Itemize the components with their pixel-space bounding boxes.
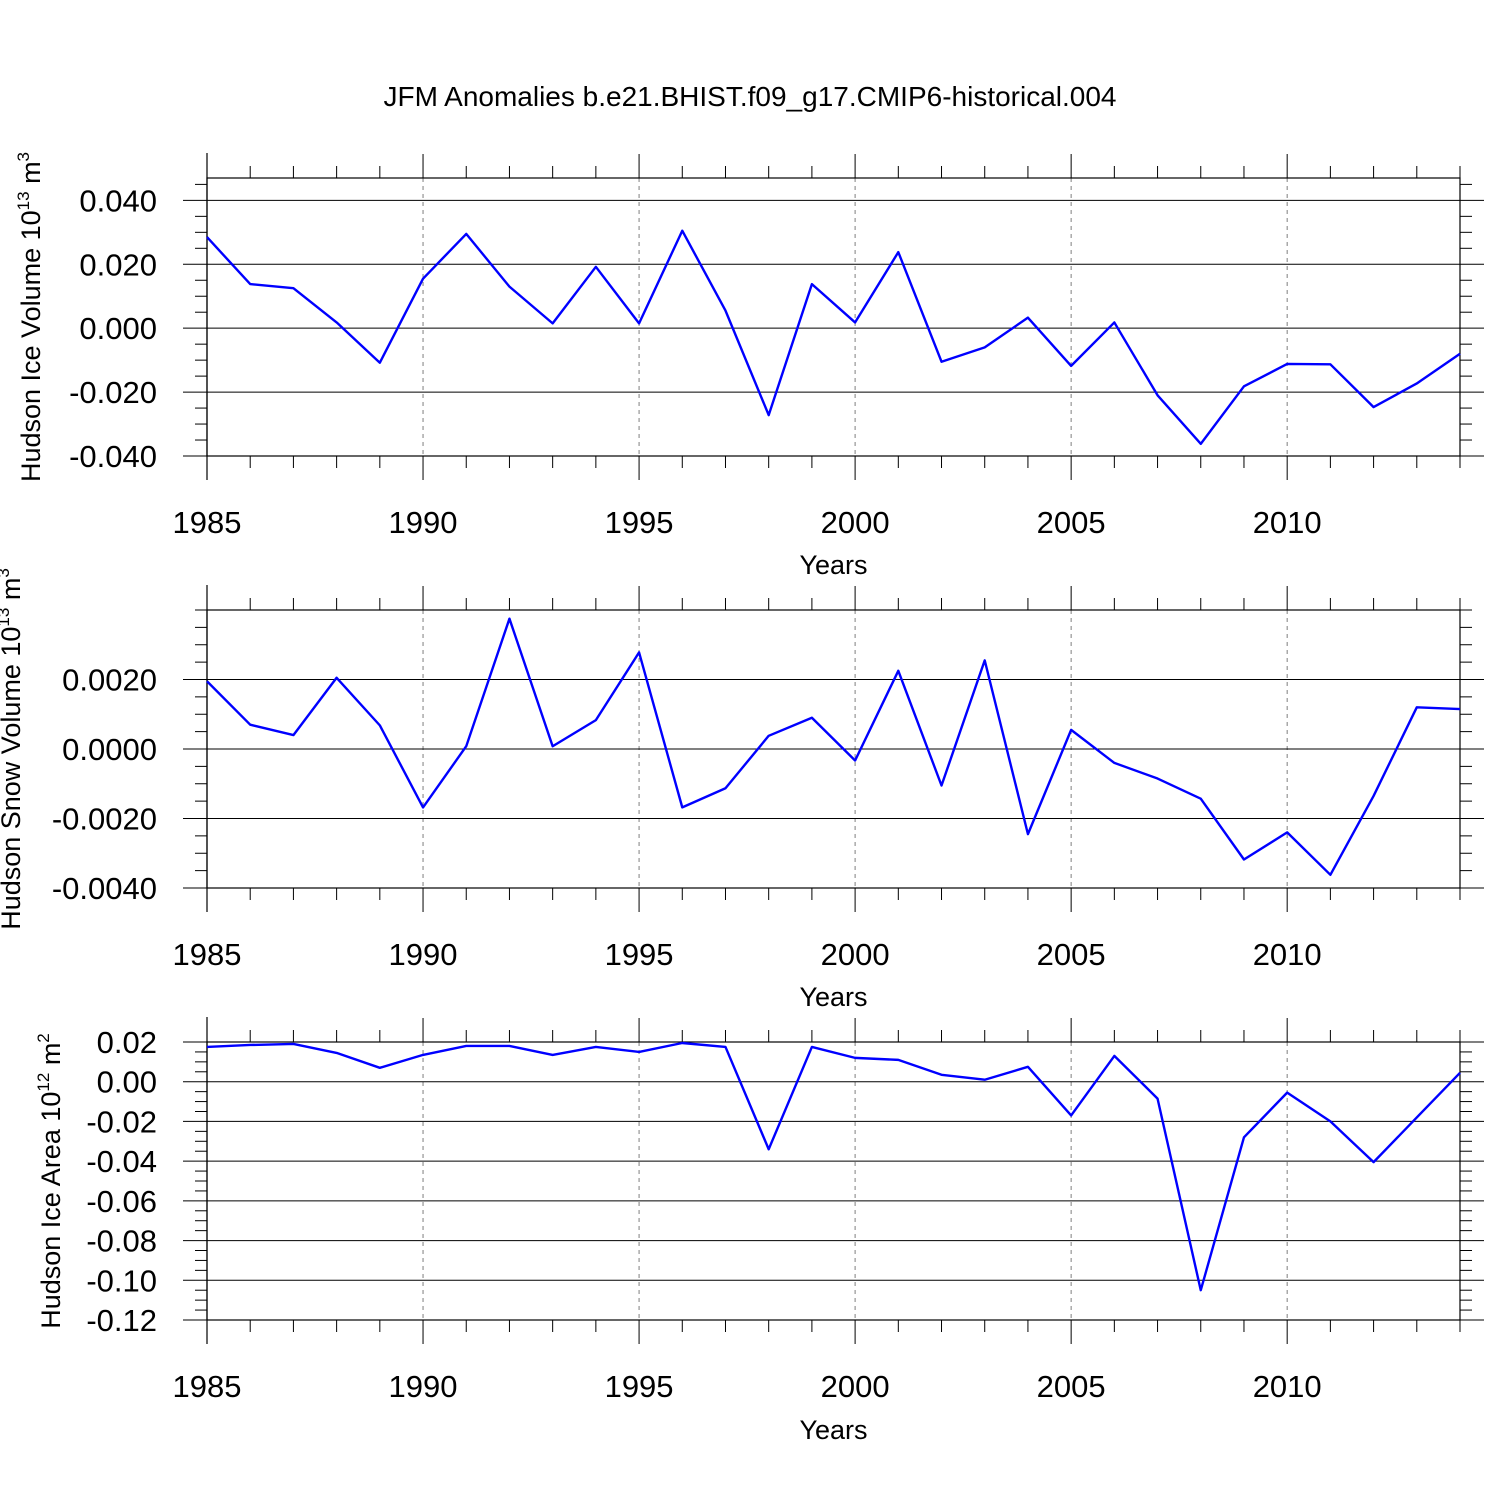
x-tick-label: 2005 <box>1037 937 1106 972</box>
y-tick-label: -0.08 <box>86 1224 157 1259</box>
y-axis-title: Hudson Ice Volume 1013 m3 <box>14 152 46 482</box>
y-tick-label: 0.040 <box>79 183 157 218</box>
y-tick-label: 0.0020 <box>62 663 157 698</box>
x-tick-label: 2005 <box>1037 505 1106 540</box>
chart-title: JFM Anomalies b.e21.BHIST.f09_g17.CMIP6-… <box>383 81 1116 112</box>
y-tick-label: 0.020 <box>79 247 157 282</box>
series-line <box>206 229 1461 446</box>
x-axis-title: Years <box>799 982 867 1012</box>
plot-frame <box>206 1041 1461 1321</box>
y-tick-label: -0.0020 <box>52 802 157 837</box>
x-tick-label: 1990 <box>389 937 458 972</box>
y-tick-label: -0.0040 <box>52 871 157 906</box>
panel-snow-volume: -0.0040 -0.0020 0.0000 0.0020 1985 1990 1995 20… <box>0 568 1484 1012</box>
x-tick-label: 1990 <box>389 1369 458 1404</box>
x-tick-label: 1995 <box>605 1369 674 1404</box>
y-tick-label: -0.04 <box>86 1144 157 1179</box>
x-tick-label: 1995 <box>605 937 674 972</box>
y-tick-label: -0.12 <box>86 1303 157 1338</box>
y-axis-title: Hudson Snow Volume 1013 m3 <box>0 568 26 930</box>
x-tick-label: 1985 <box>173 937 242 972</box>
y-tick-label: -0.10 <box>86 1263 157 1298</box>
y-tick-label: 0.000 <box>79 311 157 346</box>
x-tick-label: 2000 <box>821 505 890 540</box>
x-tick-label: 2000 <box>821 1369 890 1404</box>
x-tick-label: 1985 <box>173 1369 242 1404</box>
x-tick-label: 2010 <box>1253 937 1322 972</box>
y-tick-label: 0.02 <box>97 1025 157 1060</box>
x-tick-label: 1990 <box>389 505 458 540</box>
x-axis-title: Years <box>799 1415 867 1445</box>
y-tick-label: 0.00 <box>97 1065 157 1100</box>
x-tick-label: 2005 <box>1037 1369 1106 1404</box>
y-tick-label: -0.06 <box>86 1184 157 1219</box>
y-tick-label: -0.020 <box>69 375 157 410</box>
series-line <box>206 1041 1461 1292</box>
y-tick-label: 0.0000 <box>62 732 157 767</box>
plot-frame <box>206 177 1461 457</box>
x-tick-label: 2010 <box>1253 505 1322 540</box>
x-tick-label: 2010 <box>1253 1369 1322 1404</box>
series-line <box>206 617 1461 876</box>
panel-ice-area: -0.12 -0.10 -0.08 -0.06 -0.04 -0.02 0.00 0.02 19… <box>34 1017 1484 1445</box>
x-axis-title: Years <box>799 550 867 580</box>
y-axis-title: Hudson Ice Area 1012 m2 <box>34 1033 66 1329</box>
x-tick-label: 2000 <box>821 937 890 972</box>
panel-ice-volume: -0.040 -0.020 0.000 0.020 0.040 1985 1990 1995 2… <box>14 152 1484 580</box>
x-tick-label: 1995 <box>605 505 674 540</box>
x-tick-label: 1985 <box>173 505 242 540</box>
y-tick-label: -0.02 <box>86 1104 157 1139</box>
y-tick-label: -0.040 <box>69 439 157 474</box>
